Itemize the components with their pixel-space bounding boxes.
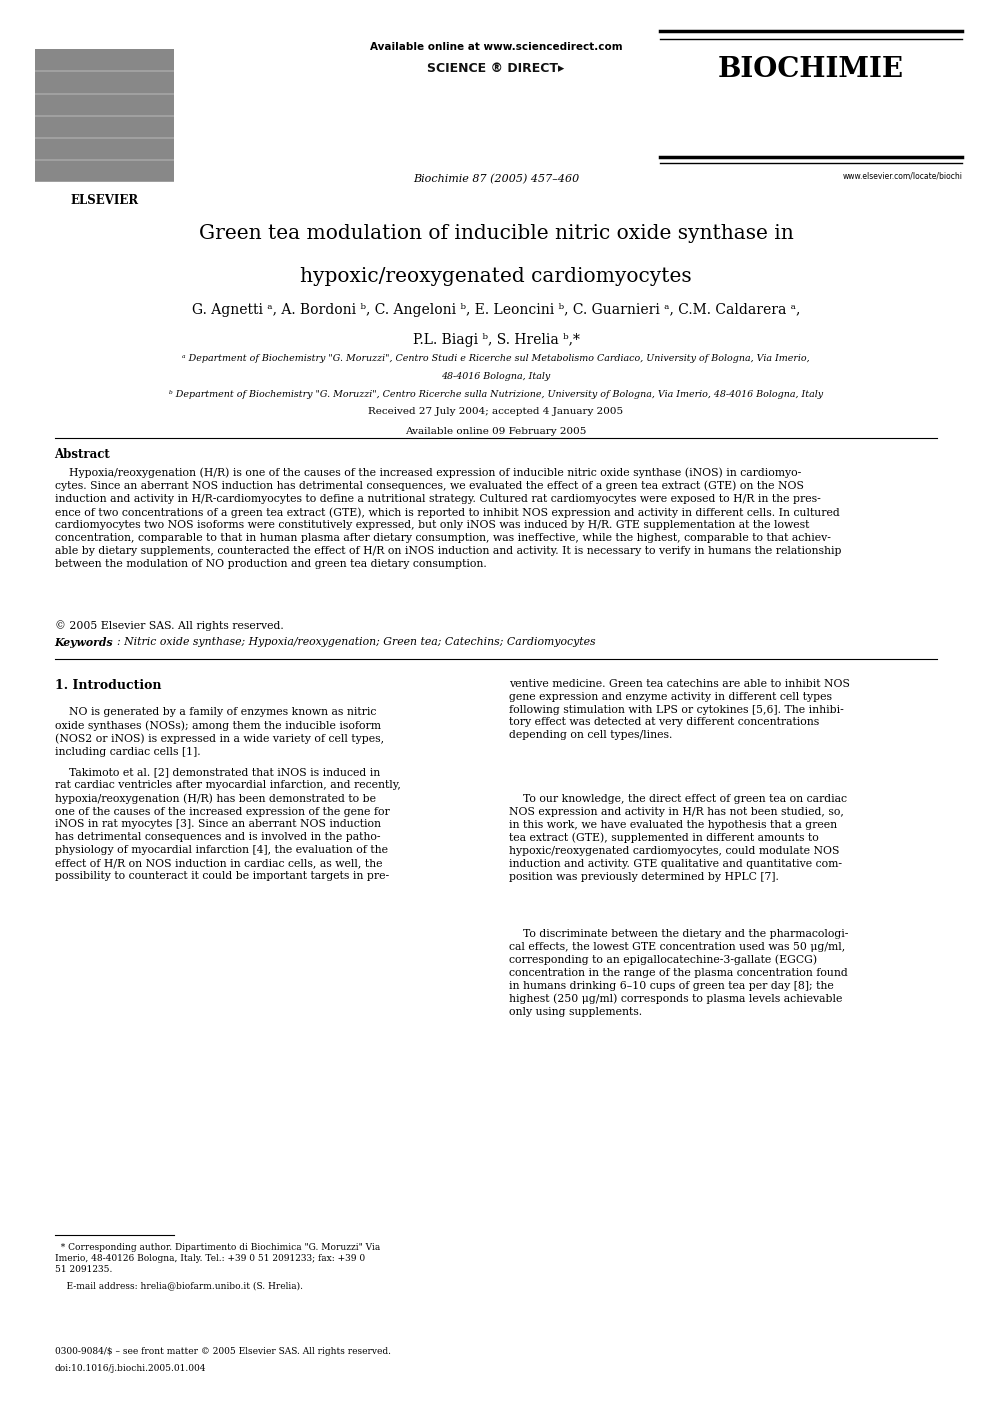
Text: E-mail address: hrelia@biofarm.unibo.it (S. Hrelia).: E-mail address: hrelia@biofarm.unibo.it … [55, 1281, 303, 1289]
Text: 48-4016 Bologna, Italy: 48-4016 Bologna, Italy [441, 372, 551, 380]
Text: G. Agnetti ᵃ, A. Bordoni ᵇ, C. Angeloni ᵇ, E. Leoncini ᵇ, C. Guarnieri ᵃ, C.M. C: G. Agnetti ᵃ, A. Bordoni ᵇ, C. Angeloni … [191, 303, 801, 317]
Text: To our knowledge, the direct effect of green tea on cardiac
NOS expression and a: To our knowledge, the direct effect of g… [509, 794, 847, 881]
Text: hypoxic/reoxygenated cardiomyocytes: hypoxic/reoxygenated cardiomyocytes [301, 267, 691, 286]
Text: 0300-9084/$ – see front matter © 2005 Elsevier SAS. All rights reserved.: 0300-9084/$ – see front matter © 2005 El… [55, 1347, 391, 1355]
Text: doi:10.1016/j.biochi.2005.01.004: doi:10.1016/j.biochi.2005.01.004 [55, 1364, 206, 1372]
Text: Received 27 July 2004; accepted 4 January 2005: Received 27 July 2004; accepted 4 Januar… [368, 407, 624, 415]
Text: Available online at www.sciencedirect.com: Available online at www.sciencedirect.co… [370, 42, 622, 52]
Text: Available online 09 February 2005: Available online 09 February 2005 [406, 427, 586, 435]
Text: ventive medicine. Green tea catechins are able to inhibit NOS
gene expression an: ventive medicine. Green tea catechins ar… [509, 679, 850, 741]
Text: ᵇ Department of Biochemistry "G. Moruzzi", Centro Ricerche sulla Nutrizione, Uni: ᵇ Department of Biochemistry "G. Moruzzi… [169, 390, 823, 398]
Text: To discriminate between the dietary and the pharmacologi-
cal effects, the lowes: To discriminate between the dietary and … [509, 929, 848, 1017]
Text: ELSEVIER: ELSEVIER [70, 194, 138, 206]
Text: : Nitric oxide synthase; Hypoxia/reoxygenation; Green tea; Catechins; Cardiomyoc: : Nitric oxide synthase; Hypoxia/reoxyge… [117, 637, 595, 647]
Text: * Corresponding author. Dipartimento di Biochimica "G. Moruzzi" Via
Imerio, 48-4: * Corresponding author. Dipartimento di … [55, 1243, 380, 1274]
Text: 1. Introduction: 1. Introduction [55, 679, 161, 692]
Text: Hypoxia/reoxygenation (H/R) is one of the causes of the increased expression of : Hypoxia/reoxygenation (H/R) is one of th… [55, 467, 841, 568]
Text: www.elsevier.com/locate/biochi: www.elsevier.com/locate/biochi [842, 171, 962, 180]
Text: ᵃ Department of Biochemistry "G. Moruzzi", Centro Studi e Ricerche sul Metabolis: ᵃ Department of Biochemistry "G. Moruzzi… [183, 354, 809, 362]
Text: Abstract: Abstract [55, 448, 110, 460]
Text: SCIENCE ® DIRECT▸: SCIENCE ® DIRECT▸ [428, 62, 564, 74]
Text: NO is generated by a family of enzymes known as nitric
oxide synthases (NOSs); a: NO is generated by a family of enzymes k… [55, 707, 384, 758]
Text: P.L. Biagi ᵇ, S. Hrelia ᵇ,*: P.L. Biagi ᵇ, S. Hrelia ᵇ,* [413, 333, 579, 347]
Text: Biochimie 87 (2005) 457–460: Biochimie 87 (2005) 457–460 [413, 174, 579, 184]
Text: BIOCHIMIE: BIOCHIMIE [718, 56, 904, 83]
Text: © 2005 Elsevier SAS. All rights reserved.: © 2005 Elsevier SAS. All rights reserved… [55, 620, 284, 631]
Text: Green tea modulation of inducible nitric oxide synthase in: Green tea modulation of inducible nitric… [198, 224, 794, 244]
Text: Takimoto et al. [2] demonstrated that iNOS is induced in
rat cardiac ventricles : Takimoto et al. [2] demonstrated that iN… [55, 767, 401, 881]
Bar [35, 49, 174, 182]
Text: Keywords: Keywords [55, 637, 113, 648]
